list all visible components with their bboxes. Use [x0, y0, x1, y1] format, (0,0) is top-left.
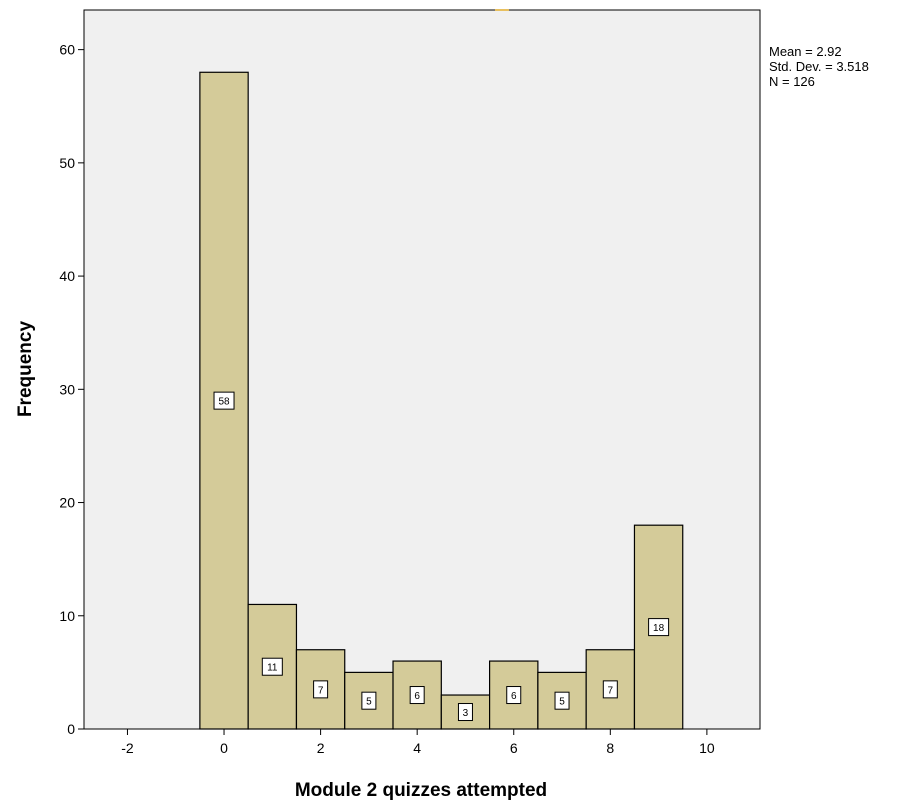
y-tick-label: 60: [59, 42, 75, 58]
stat-std-dev: Std. Dev. = 3.518: [769, 59, 869, 74]
y-axis: 0 10 20 30 40 50 60: [59, 10, 85, 737]
x-tick-label: -2: [121, 740, 134, 756]
data-label: 7: [608, 685, 614, 696]
y-tick-label: 40: [59, 268, 75, 284]
data-label: 11: [267, 663, 278, 674]
y-tick-label: 30: [59, 381, 75, 397]
stats-box: Mean = 2.92 Std. Dev. = 3.518 N = 126: [769, 44, 869, 89]
x-tick-label: 4: [413, 740, 421, 756]
data-label: 58: [218, 397, 230, 408]
x-axis: -2 0 2 4 6 8 10: [84, 728, 760, 756]
stat-mean: Mean = 2.92: [769, 44, 842, 59]
x-tick-label: 8: [606, 740, 614, 756]
x-axis-title: Module 2 quizzes attempted: [294, 780, 548, 801]
data-label-box: [261, 657, 283, 676]
stat-n: N = 126: [769, 74, 815, 89]
data-label-box: [313, 680, 329, 699]
y-tick-label: 10: [59, 608, 75, 624]
y-axis-title: Frequency: [15, 320, 36, 418]
data-label-box: [554, 691, 570, 710]
data-label-box: [648, 618, 670, 637]
data-label: 6: [414, 691, 420, 702]
x-tick-label: 6: [510, 740, 518, 756]
data-label-box: [506, 686, 522, 705]
data-label: 5: [559, 697, 565, 708]
data-label: 18: [653, 623, 665, 634]
y-tick-label: 50: [59, 155, 75, 171]
data-label-box: [213, 391, 235, 410]
data-label-box: [602, 680, 618, 699]
data-label: 6: [511, 691, 517, 702]
y-tick-label: 0: [67, 721, 75, 737]
x-tick-label: 0: [220, 740, 228, 756]
x-tick-label: 2: [317, 740, 325, 756]
data-label-box: [361, 691, 377, 710]
data-label: 3: [463, 708, 469, 719]
bars-group: 58 11 7 5 6 3 6 5 7 18: [199, 71, 684, 730]
x-tick-label: 10: [699, 740, 715, 756]
data-label-box: [409, 686, 425, 705]
data-label-box: [457, 703, 473, 722]
data-label: 7: [318, 685, 324, 696]
data-label: 5: [366, 697, 372, 708]
y-tick-label: 20: [59, 495, 75, 511]
